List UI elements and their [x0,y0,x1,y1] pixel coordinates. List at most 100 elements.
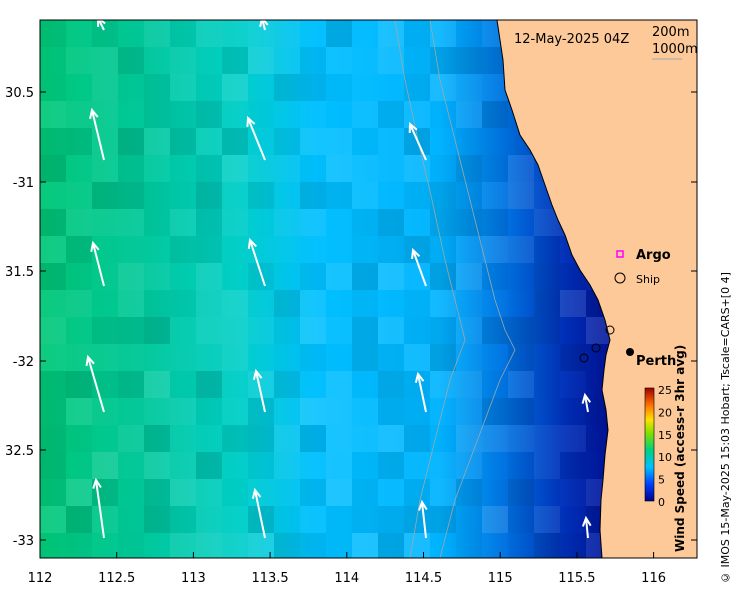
wind-cell [456,47,482,74]
wind-cell [430,398,456,425]
wind-arrow [254,489,266,539]
plot-area [40,20,697,560]
wind-cell [248,209,274,236]
plot-frame [39,19,698,559]
wind-cell [40,155,66,182]
wind-cell [534,425,560,452]
wind-cell [456,20,482,47]
wind-cell [170,317,196,344]
wind-cell [430,209,456,236]
wind-cell [534,506,560,533]
y-axis: 30.5 -31 31.5 -32 32.5 -33 [5,86,697,549]
wind-cell [560,317,586,344]
wind-cell [40,425,66,452]
wind-cell [118,479,144,506]
wind-cell [118,20,144,47]
wind-cell [118,74,144,101]
wind-cell [92,452,118,479]
wind-cell [508,425,534,452]
wind-cell [430,452,456,479]
wind-cell [456,533,482,560]
ship-label: Ship [636,273,660,286]
wind-cell [248,317,274,344]
wind-cell [508,290,534,317]
wind-cell [196,128,222,155]
wind-cell [326,209,352,236]
wind-arrow-head [414,371,425,383]
wind-cell [482,479,508,506]
wind-cell [66,47,92,74]
wind-arrow [412,249,427,287]
wind-arrow [92,242,105,287]
wind-cell [196,452,222,479]
wind-cell [170,398,196,425]
wind-cell [118,236,144,263]
wind-cell [326,452,352,479]
wind-cell [92,425,118,452]
wind-cell [248,182,274,209]
wind-cell [274,317,300,344]
wind-arrow [421,501,427,539]
wind-cell [378,452,404,479]
wind-cell [248,452,274,479]
wind-cell [118,155,144,182]
wind-cell [40,398,66,425]
wind-cell [66,128,92,155]
x-tick-label: 112.5 [98,571,135,586]
wind-cell [352,479,378,506]
wind-cell [144,533,170,560]
wind-cell [248,479,274,506]
wind-cell [300,263,326,290]
x-tick-label: 115 [488,571,513,586]
wind-cell [66,263,92,290]
wind-arrow [261,20,266,31]
wind-cell [404,344,430,371]
wind-cell [482,290,508,317]
y-tick-label: -32 [13,355,34,370]
wind-cell [40,263,66,290]
wind-cell [352,155,378,182]
wind-cell [274,209,300,236]
wind-cell [170,74,196,101]
wind-cell [300,425,326,452]
wind-cell [456,506,482,533]
wind-cell [144,398,170,425]
wind-cell [66,155,92,182]
wind-cell [274,47,300,74]
wind-cell [118,425,144,452]
wind-cell [378,209,404,236]
wind-cell [40,47,66,74]
wind-cell [144,506,170,533]
wind-cell [300,290,326,317]
wind-arrow-head [246,115,256,128]
wind-cell [66,74,92,101]
wind-cell [92,344,118,371]
wind-cell [92,74,118,101]
wind-cell [430,182,456,209]
wind-cell [66,182,92,209]
colorbar-tick-label: 5 [658,474,665,487]
wind-cell [196,479,222,506]
wind-cell [144,182,170,209]
wind-cell [144,290,170,317]
wind-cell [92,47,118,74]
wind-cell [352,101,378,128]
wind-cell [170,452,196,479]
wind-cell [118,344,144,371]
wind-cell [508,317,534,344]
wind-cell [274,74,300,101]
wind-cell [378,479,404,506]
wind-cell [456,263,482,290]
wind-cell [66,317,92,344]
wind-cell [222,236,248,263]
wind-cell [144,74,170,101]
wind-cell [534,452,560,479]
wind-cell [196,371,222,398]
wind-arrow-head [85,354,95,367]
perth-label: Perth [636,354,676,369]
wind-cell [196,263,222,290]
wind-cell [534,236,560,263]
argo-marker [616,250,624,258]
x-tick-label: 114 [334,571,359,586]
wind-cell [560,344,586,371]
